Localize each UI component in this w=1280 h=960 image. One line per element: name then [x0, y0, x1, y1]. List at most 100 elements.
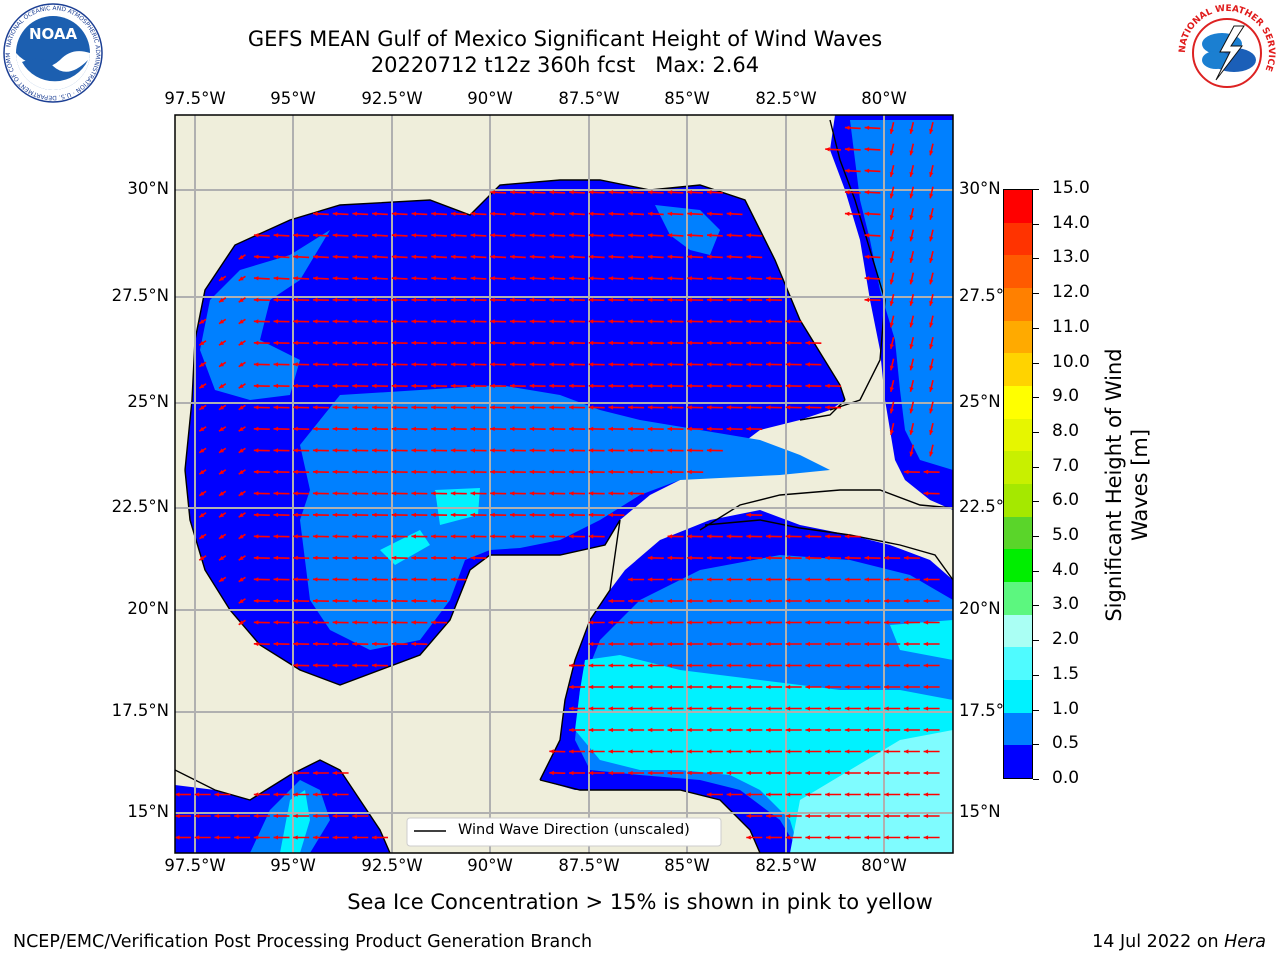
wave-arrow-head: [332, 512, 338, 518]
wave-arrow-head: [647, 426, 653, 432]
wave-arrow-head: [884, 641, 889, 647]
wave-arrow-head: [746, 254, 752, 259]
wave-arrow-head: [929, 150, 934, 156]
wave-arrow-head: [706, 362, 712, 367]
wave-arrow-head: [411, 598, 416, 604]
wave-arrow-head: [238, 254, 244, 260]
wave-arrow-head: [746, 684, 751, 690]
colorbar-segment: [1004, 451, 1032, 484]
wave-arrow-head: [372, 254, 377, 259]
wave-arrow-head: [411, 383, 416, 389]
wave-arrow-head: [766, 641, 771, 647]
wave-arrow-head: [707, 233, 712, 238]
wave-arrow-head: [923, 684, 929, 690]
wave-arrow-head: [391, 297, 397, 303]
wave-arrow-head: [569, 491, 574, 496]
wave-arrow-head: [805, 749, 810, 754]
wave-arrow-head: [864, 297, 870, 303]
wave-arrow-head: [509, 426, 515, 432]
wave-arrow-head: [450, 319, 456, 324]
wave-arrow-head: [805, 727, 810, 733]
wave-arrow-head: [864, 233, 870, 238]
wave-arrow-head: [431, 405, 436, 410]
wave-arrow-head: [391, 211, 397, 216]
colorbar-segment: [1004, 255, 1032, 288]
wave-arrow-head: [903, 792, 909, 797]
wave-arrow-head: [352, 211, 358, 216]
wave-arrow-head: [805, 706, 810, 711]
colorbar-tick-mark: [1033, 640, 1039, 642]
wave-arrow-head: [372, 534, 377, 539]
colorbar-tick-mark: [1033, 362, 1039, 364]
wave-arrow-head: [726, 362, 732, 367]
colorbar-tick-mark: [1033, 779, 1039, 780]
colorbar-tick-label: 0.5: [1052, 733, 1080, 754]
wave-arrow-head: [194, 813, 200, 819]
wave-arrow-head: [391, 620, 397, 625]
wave-arrow-head: [628, 641, 633, 647]
wave-arrow-head: [273, 362, 279, 367]
wave-arrow-head: [490, 319, 495, 324]
wave-arrow-head: [588, 469, 594, 475]
wave-arrow-head: [667, 211, 673, 216]
wave-arrow-head: [844, 125, 850, 130]
wave-arrow-head: [726, 663, 732, 668]
wave-arrow-head: [273, 319, 279, 324]
wave-arrow-head: [490, 383, 495, 389]
wave-arrow-head: [569, 684, 574, 690]
wave-arrow-head: [569, 190, 574, 195]
wave-arrow-head: [569, 319, 574, 324]
wave-arrow-head: [293, 340, 298, 346]
colorbar-segment: [1004, 418, 1032, 452]
wave-arrow-head: [923, 641, 929, 647]
wave-arrow-head: [312, 555, 318, 561]
wave-arrow-head: [929, 128, 934, 134]
wave-arrow-head: [785, 319, 791, 324]
wave-arrow-head: [372, 319, 377, 324]
colorbar-tick-label: 14.0: [1052, 212, 1090, 233]
wave-arrow-head: [411, 534, 416, 539]
wave-arrow-head: [923, 835, 929, 840]
wave-arrow-head: [411, 426, 416, 432]
wave-arrow-head: [844, 168, 850, 173]
wave-arrow-head: [805, 362, 810, 367]
colorbar-segment: [1004, 549, 1032, 582]
wave-arrow-head: [785, 340, 791, 346]
wave-arrow-head: [372, 469, 377, 475]
wave-arrow-head: [194, 835, 200, 840]
wave-arrow-head: [312, 577, 318, 582]
colorbar-tick-label: 1.5: [1052, 663, 1080, 684]
wave-arrow-head: [628, 706, 633, 711]
wave-arrow-head: [273, 340, 279, 346]
wave-arrow-head: [273, 813, 279, 819]
wave-arrow-head: [219, 426, 224, 432]
wave-arrow-head: [746, 297, 751, 303]
wave-arrow-head: [844, 598, 850, 604]
colorbar-tick-mark: [1033, 223, 1039, 225]
wave-arrow-head: [687, 254, 692, 259]
wave-arrow-head: [746, 706, 751, 711]
wave-arrow-head: [588, 491, 594, 496]
wave-arrow-head: [509, 405, 515, 410]
colorbar-tick-mark: [1033, 536, 1039, 538]
wave-arrow-head: [746, 641, 751, 647]
lat-label-right: 17.5°N: [959, 701, 1017, 720]
wave-arrow-head: [312, 340, 318, 346]
wave-arrow-head: [889, 365, 894, 371]
wave-arrow-head: [667, 598, 673, 604]
wave-arrow-head: [253, 620, 259, 625]
wave-arrow-head: [864, 727, 870, 733]
wave-arrow-head: [510, 211, 515, 216]
wave-arrow-head: [431, 598, 436, 604]
wave-arrow-head: [529, 254, 535, 259]
wave-arrow-head: [470, 319, 476, 324]
wave-arrow-head: [352, 555, 357, 561]
wave-arrow-head: [628, 620, 633, 625]
wave-arrow-head: [647, 448, 653, 453]
wave-arrow-head: [647, 383, 653, 389]
wave-arrow-head: [431, 383, 436, 389]
wave-arrow-head: [391, 512, 397, 518]
wave-arrow-head: [253, 792, 259, 797]
wave-arrow-head: [844, 190, 850, 195]
lon-label-bottom: 82.5°W: [755, 856, 817, 875]
